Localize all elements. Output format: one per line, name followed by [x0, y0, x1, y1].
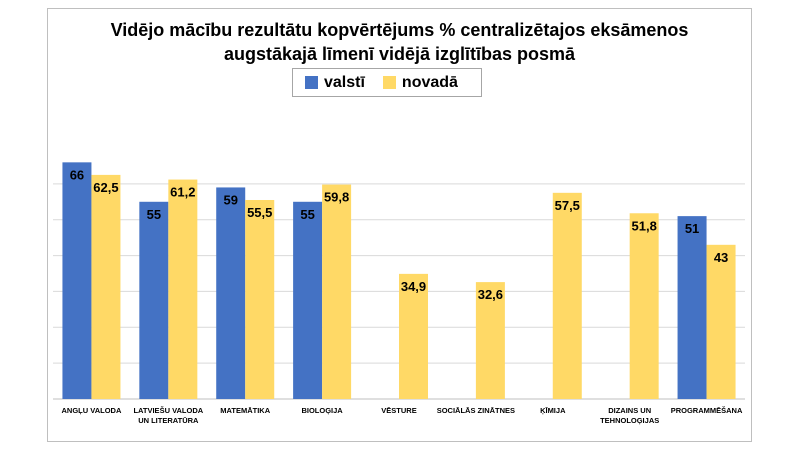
chart-legend: valstī novadā: [292, 68, 482, 97]
bar-novada: [475, 282, 505, 399]
data-label-valsti: 66: [70, 167, 84, 182]
data-label-valsti: 59: [223, 192, 237, 207]
data-label-valsti: 55: [300, 207, 314, 222]
data-label-novada: 62,5: [93, 180, 118, 195]
bar-novada: [322, 184, 352, 399]
data-label-novada: 51,8: [632, 218, 657, 233]
bar-novada: [399, 273, 428, 399]
category-label: ĶĪMIJA: [540, 406, 566, 415]
bar-novada: [91, 174, 121, 399]
data-label-novada: 34,9: [401, 279, 426, 294]
bar-novada: [629, 213, 659, 399]
category-label: VĒSTURE: [381, 406, 416, 415]
data-label-novada: 43: [714, 250, 728, 265]
bar-valsti: [62, 162, 92, 399]
data-label-novada: 61,2: [170, 185, 195, 200]
category-label: BIOLOĢIJA: [301, 406, 343, 415]
legend-swatch-novada: [382, 76, 396, 89]
category-label: SOCIĀLĀS ZINĀTNES: [437, 406, 515, 415]
category-label: PROGRAMMĒŠANA: [671, 406, 743, 415]
bar-novada: [168, 179, 198, 399]
data-label-valsti: 51: [685, 221, 699, 236]
legend-item-valsti: valstī: [305, 74, 365, 92]
category-label: DIZAINS UN: [608, 406, 651, 415]
category-label: TEHNOLOĢIJAS: [600, 416, 659, 425]
chart-title-line-2: augstākajā līmenī vidējā izglītības posm…: [223, 44, 576, 64]
category-label: LATVIEŠU VALODA: [133, 406, 203, 415]
bar-novada: [706, 244, 736, 399]
legend-label-novada: novadā: [401, 73, 458, 91]
bar-valsti: [139, 201, 169, 399]
legend-label-valsti: valstī: [324, 73, 365, 91]
legend-swatch-valsti: [305, 76, 318, 89]
category-label: ANGĻU VALODA: [62, 406, 122, 415]
data-label-novada: 55,5: [247, 205, 272, 220]
data-label-novada: 59,8: [324, 190, 349, 205]
bar-novada: [552, 192, 582, 399]
bar-valsti: [293, 201, 323, 399]
legend-item-novada: novadā: [382, 73, 458, 92]
category-label: UN LITERATŪRA: [138, 416, 199, 425]
data-label-valsti: 55: [147, 207, 161, 222]
bar-novada: [245, 199, 275, 399]
bar-valsti: [216, 187, 246, 399]
data-label-novada: 32,6: [478, 287, 503, 302]
chart-title-line-1: Vidējo mācību rezultātu kopvērtējums % c…: [110, 20, 689, 40]
bar-valsti: [677, 216, 707, 399]
category-label: MATEMĀTIKA: [220, 406, 270, 415]
data-label-novada: 57,5: [555, 198, 580, 213]
